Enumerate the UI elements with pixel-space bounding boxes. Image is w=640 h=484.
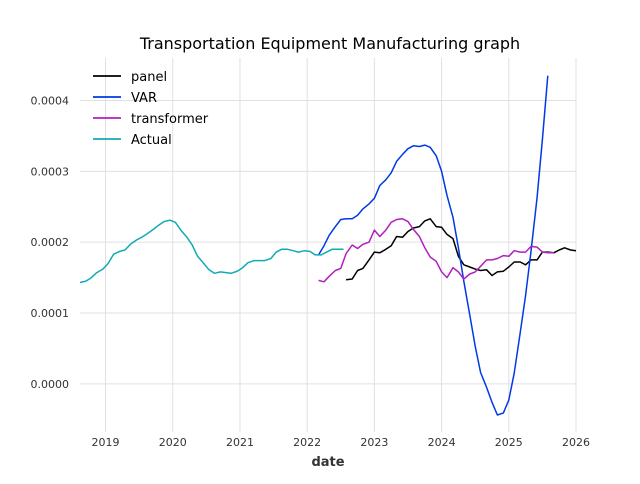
y-tick-label: 0.0000 [31, 378, 70, 391]
y-axis: 0.0000 0.0001 0.0002 0.0003 0.0004 [31, 95, 70, 391]
series-line-transformer [318, 218, 554, 283]
y-tick-label: 0.0001 [31, 307, 70, 320]
y-tick-label: 0.0002 [31, 236, 70, 249]
series-lines [79, 75, 577, 416]
x-axis-label: date [311, 455, 344, 470]
y-tick-label: 0.0003 [31, 165, 70, 178]
legend-label: Actual [131, 133, 172, 148]
chart-title: Transportation Equipment Manufacturing g… [139, 34, 520, 53]
series-line-var [317, 75, 549, 416]
series-line-actual [79, 219, 344, 284]
legend: panel VAR transformer Actual [93, 70, 209, 148]
legend-label: panel [131, 70, 167, 85]
x-tick-label: 2020 [159, 436, 187, 449]
y-tick-label: 0.0004 [31, 95, 70, 108]
x-axis: 2019 2020 2021 2022 2023 2024 2025 2026 [92, 436, 590, 449]
series-line-panel [346, 218, 577, 281]
legend-label: transformer [131, 112, 209, 127]
legend-label: VAR [131, 91, 157, 106]
x-tick-label: 2026 [562, 436, 590, 449]
grid [80, 58, 577, 432]
x-tick-label: 2022 [293, 436, 321, 449]
x-tick-label: 2023 [360, 436, 388, 449]
x-tick-label: 2019 [92, 436, 120, 449]
x-tick-label: 2021 [226, 436, 254, 449]
x-tick-label: 2024 [428, 436, 456, 449]
x-tick-label: 2025 [495, 436, 523, 449]
